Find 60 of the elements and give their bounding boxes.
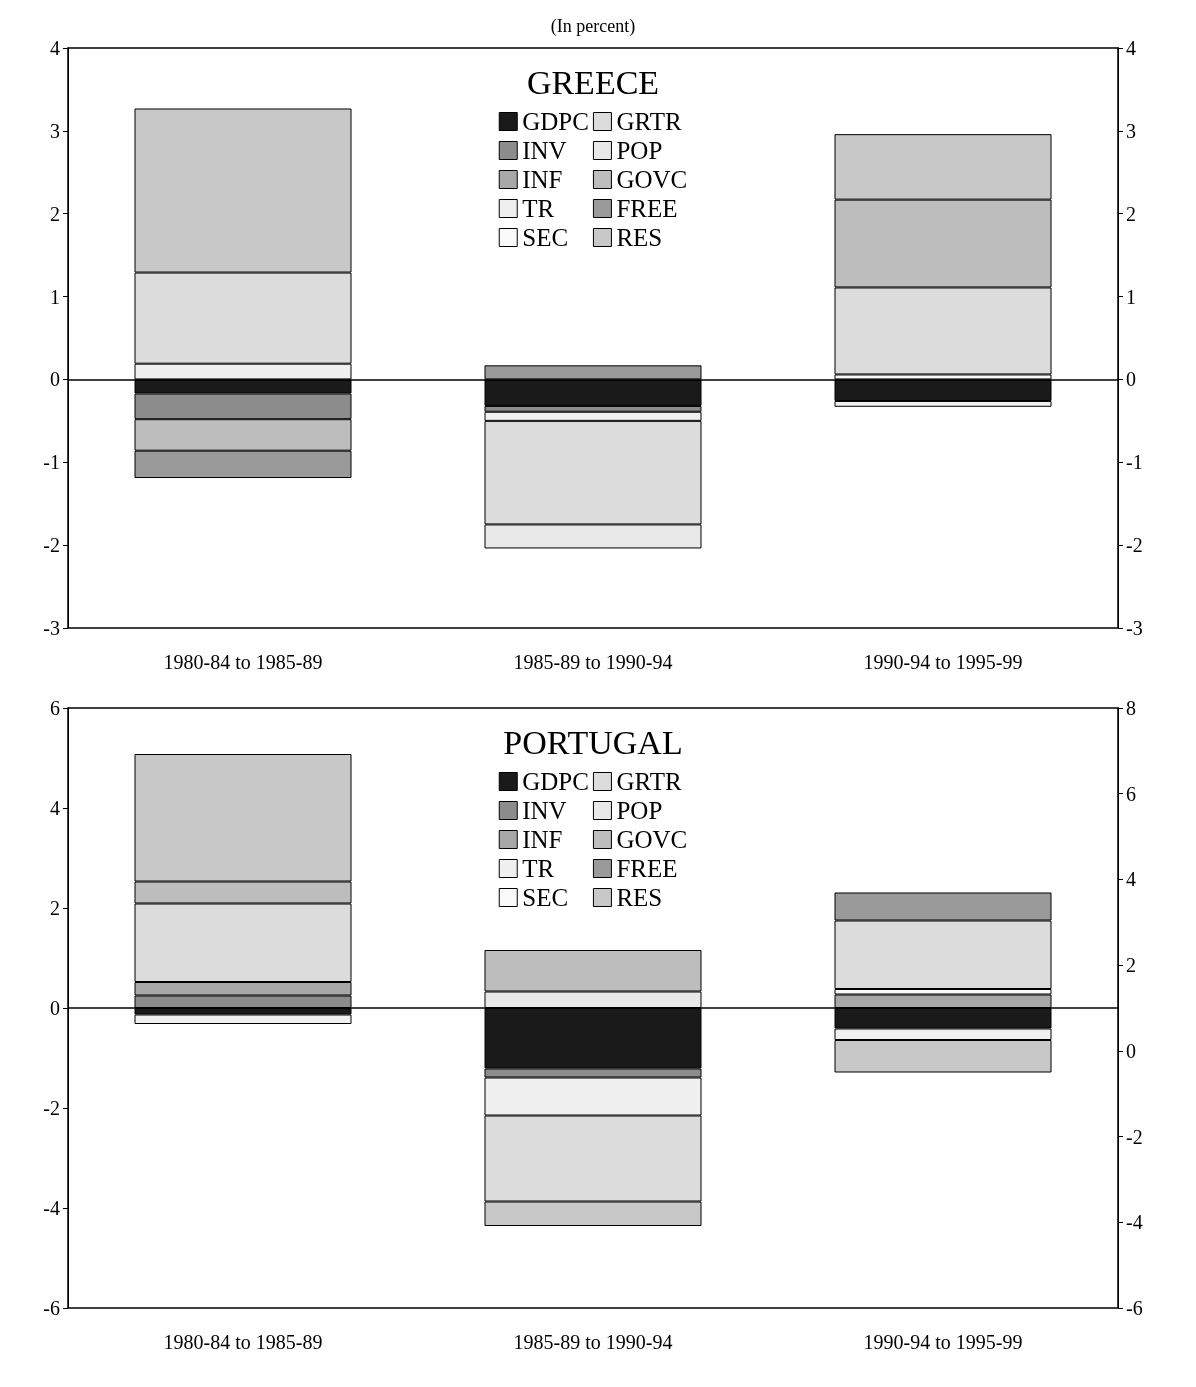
y-tick-label: -4 bbox=[43, 1197, 60, 1219]
y-tick-label: 0 bbox=[50, 997, 60, 1019]
y-tick-label: 2 bbox=[50, 202, 60, 225]
legend-label: INF bbox=[522, 826, 563, 853]
legend-label: INV bbox=[522, 137, 567, 164]
x-tick-label: 1980-84 to 1985-89 bbox=[163, 1331, 323, 1353]
y2-tick-label: 0 bbox=[1126, 1039, 1136, 1062]
y-tick-label: 6 bbox=[50, 697, 60, 719]
y2-tick-label: -2 bbox=[1126, 534, 1143, 557]
y-tick-label: -1 bbox=[43, 451, 60, 474]
y2-tick-label: 1 bbox=[1126, 285, 1136, 308]
legend-label: GRTR bbox=[616, 768, 682, 795]
legend-label: GOVC bbox=[616, 166, 688, 193]
y-tick-label: -2 bbox=[43, 534, 60, 557]
y-tick-label: 4 bbox=[50, 797, 60, 819]
y-tick-label: 3 bbox=[50, 119, 60, 142]
legend-label: INF bbox=[522, 166, 563, 193]
y2-tick-label: 4 bbox=[1126, 868, 1136, 891]
y2-tick-label: -2 bbox=[1126, 1125, 1143, 1148]
legend-label: RES bbox=[616, 224, 663, 251]
y2-tick-label: -1 bbox=[1126, 451, 1143, 474]
y-tick-label: -2 bbox=[43, 1097, 60, 1119]
y-tick-label: 1 bbox=[50, 285, 60, 308]
chart-title: GREECE bbox=[526, 63, 660, 101]
y2-tick-label: -6 bbox=[1126, 1297, 1143, 1319]
y-tick-label: 0 bbox=[50, 368, 60, 391]
legend-label: GDPC bbox=[522, 768, 589, 795]
legend-label: FREE bbox=[616, 195, 678, 222]
y2-tick-label: 2 bbox=[1126, 954, 1136, 977]
text: (In percent) bbox=[550, 16, 636, 37]
x-tick-label: 1985-89 to 1990-94 bbox=[513, 651, 673, 673]
y2-tick-label: -3 bbox=[1126, 617, 1143, 639]
x-tick-label: 1980-84 to 1985-89 bbox=[163, 651, 323, 673]
legend-label: GDPC bbox=[522, 108, 589, 135]
y2-tick-label: -4 bbox=[1126, 1211, 1143, 1234]
y2-tick-label: 6 bbox=[1126, 782, 1136, 805]
legend-label: SEC bbox=[522, 884, 569, 911]
y2-tick-label: 2 bbox=[1126, 202, 1136, 225]
legend-label: INV bbox=[522, 797, 567, 824]
y2-tick-label: 8 bbox=[1126, 697, 1136, 719]
y2-tick-label: 0 bbox=[1126, 368, 1136, 391]
legend-label: TR bbox=[522, 855, 555, 882]
y-tick-label: -3 bbox=[43, 617, 60, 639]
x-tick-label: 1990-94 to 1995-99 bbox=[863, 1331, 1023, 1353]
legend-label: GOVC bbox=[616, 826, 688, 853]
x-tick-label: 1990-94 to 1995-99 bbox=[863, 651, 1023, 673]
legend-label: POP bbox=[616, 137, 663, 164]
legend-label: POP bbox=[616, 797, 663, 824]
y2-tick-label: 4 bbox=[1126, 37, 1136, 59]
legend-label: FREE bbox=[616, 855, 678, 882]
y-tick-label: -6 bbox=[43, 1297, 60, 1319]
legend-label: GRTR bbox=[616, 108, 682, 135]
y2-tick-label: 3 bbox=[1126, 119, 1136, 142]
legend-label: RES bbox=[616, 884, 663, 911]
legend-label: SEC bbox=[522, 224, 569, 251]
chart-title: PORTUGAL bbox=[503, 723, 683, 761]
y-tick-label: 2 bbox=[50, 897, 60, 919]
legend-label: TR bbox=[522, 195, 555, 222]
y-tick-label: 4 bbox=[50, 37, 60, 59]
x-tick-label: 1985-89 to 1990-94 bbox=[513, 1331, 673, 1353]
